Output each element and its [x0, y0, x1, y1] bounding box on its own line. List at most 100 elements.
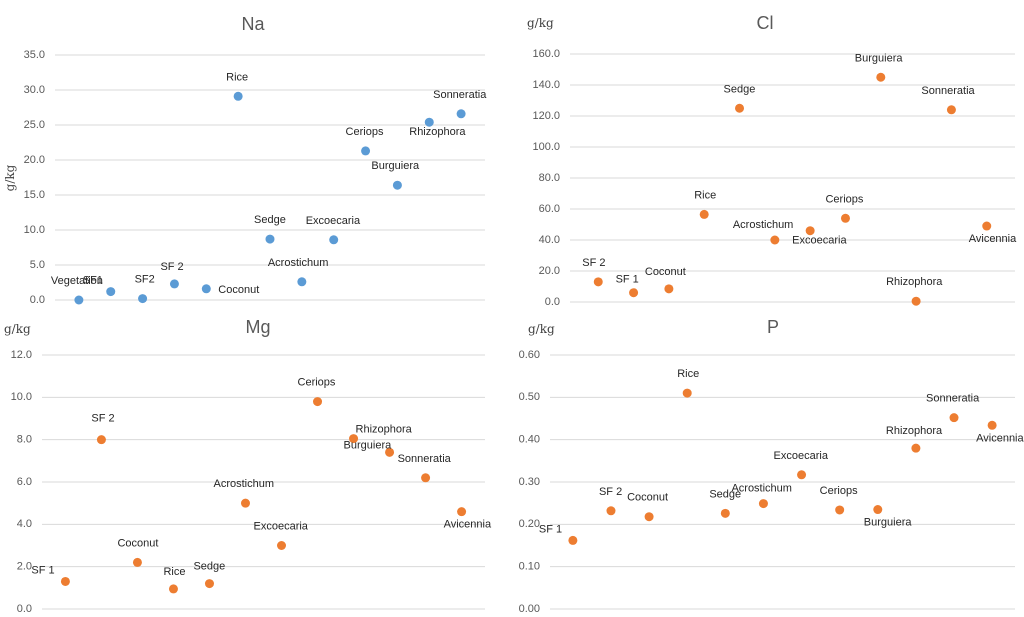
- y-tick-label: 10.0: [11, 391, 32, 403]
- data-point: [169, 279, 179, 289]
- data-label: Burguiera: [371, 160, 420, 172]
- data-point: [911, 296, 921, 306]
- y-tick-label: 5.0: [30, 259, 45, 271]
- data-point: [568, 535, 578, 545]
- data-label: Sonneratia: [433, 89, 487, 101]
- y-tick-label: 8.0: [17, 434, 32, 446]
- chart-p: 0.00 0.10 0.20 0.30 0.40 0.50 0.60 Pg/kg SF 1 SF …: [519, 317, 1024, 615]
- data-point: [876, 72, 886, 82]
- y-tick-label: 25.0: [24, 119, 45, 131]
- data-point: [361, 146, 371, 156]
- data-label: SF 2: [599, 486, 622, 498]
- data-point: [770, 235, 780, 245]
- y-tick-label: 0.50: [519, 391, 540, 403]
- data-point: [797, 470, 807, 480]
- data-label: SF 2: [91, 413, 114, 425]
- chart-title: P: [767, 317, 779, 337]
- data-point: [987, 420, 997, 430]
- data-label: Sedge: [193, 561, 225, 573]
- data-label: Sonneratia: [921, 85, 975, 97]
- data-label: Ceriops: [346, 126, 384, 138]
- data-point: [349, 434, 359, 444]
- y-tick-label: 0.0: [17, 603, 32, 615]
- y-axis-unit: g/kg: [527, 16, 554, 30]
- data-label: SF 2: [160, 261, 183, 273]
- data-point: [629, 288, 639, 298]
- data-label: Coconut: [645, 266, 686, 278]
- chart-title: Na: [241, 14, 265, 34]
- data-point: [457, 507, 467, 517]
- data-point: [682, 388, 692, 398]
- data-point: [74, 295, 84, 305]
- data-label: Ceriops: [825, 193, 863, 205]
- data-label: Burguiera: [344, 439, 393, 451]
- data-label: Avicennia: [969, 233, 1017, 245]
- data-label: SF 1: [31, 564, 54, 576]
- y-tick-label: 160.0: [532, 48, 560, 60]
- data-label: Sedge: [709, 488, 741, 500]
- data-point: [240, 498, 250, 508]
- data-label: SF 1: [616, 274, 639, 286]
- data-label: Coconut: [627, 492, 668, 504]
- y-tick-label: 100.0: [532, 141, 560, 153]
- data-point: [720, 508, 730, 518]
- data-point: [233, 91, 243, 101]
- data-label: Sedge: [724, 83, 756, 95]
- data-label: Excoecaria: [254, 521, 309, 533]
- data-label: Avicennia: [976, 432, 1024, 444]
- y-tick-label: 30.0: [24, 84, 45, 96]
- data-point: [204, 579, 214, 589]
- data-point: [297, 277, 307, 287]
- data-point: [805, 226, 815, 236]
- data-label: Burguiera: [855, 52, 904, 64]
- data-point: [982, 221, 992, 231]
- y-tick-label: 15.0: [24, 189, 45, 201]
- data-label: Rice: [163, 566, 185, 578]
- chart-na: 0.0 5.0 10.0 15.0 20.0 25.0 30.0 35.0 Na g/kg Vege…: [3, 14, 487, 306]
- data-label: Rhizophora: [886, 425, 943, 437]
- y-tick-label: 0.00: [519, 603, 540, 615]
- data-point: [593, 277, 603, 287]
- data-label: Coconut: [117, 537, 158, 549]
- data-label: SF 2: [582, 257, 605, 269]
- chart-title: Mg: [245, 317, 270, 337]
- data-point: [835, 505, 845, 515]
- data-label: SF2: [135, 274, 155, 286]
- data-label: Sonneratia: [398, 453, 452, 465]
- chart-title: Cl: [757, 13, 774, 33]
- y-axis-unit: g/kg: [3, 164, 17, 191]
- y-tick-label: 0.20: [519, 518, 540, 530]
- data-label: Coconut: [218, 284, 259, 296]
- data-point: [168, 584, 178, 594]
- data-label: Ceriops: [298, 377, 336, 389]
- y-tick-label: 40.0: [539, 234, 560, 246]
- data-point: [456, 109, 466, 119]
- y-tick-label: 0.0: [545, 296, 560, 308]
- data-label: Ceriops: [820, 485, 858, 497]
- data-label: Rice: [677, 368, 699, 380]
- data-label: Rice: [694, 189, 716, 201]
- data-point: [664, 284, 674, 294]
- y-axis-unit: g/kg: [4, 322, 31, 336]
- y-tick-label: 140.0: [532, 79, 560, 91]
- y-tick-label: 0.40: [519, 434, 540, 446]
- data-point: [138, 294, 148, 304]
- data-label: Excoecaria: [774, 450, 829, 462]
- data-point: [699, 209, 709, 219]
- data-point: [946, 105, 956, 115]
- data-label: Rhizophora: [409, 126, 466, 138]
- data-point: [840, 213, 850, 223]
- data-point: [424, 117, 434, 127]
- data-point: [277, 541, 287, 550]
- data-point: [911, 443, 921, 453]
- chart-cl: 0.0 20.0 40.0 60.0 80.0 100.0 120.0 140.0 160.0 C…: [527, 13, 1017, 308]
- data-label: Acrostichum: [731, 483, 792, 495]
- data-point: [201, 284, 211, 294]
- y-tick-label: 12.0: [11, 349, 32, 361]
- y-tick-label: 0.10: [519, 561, 540, 573]
- y-tick-label: 60.0: [539, 203, 560, 215]
- data-point: [758, 499, 768, 509]
- data-label: Avicennia: [444, 519, 492, 531]
- y-tick-label: 20.0: [539, 265, 560, 277]
